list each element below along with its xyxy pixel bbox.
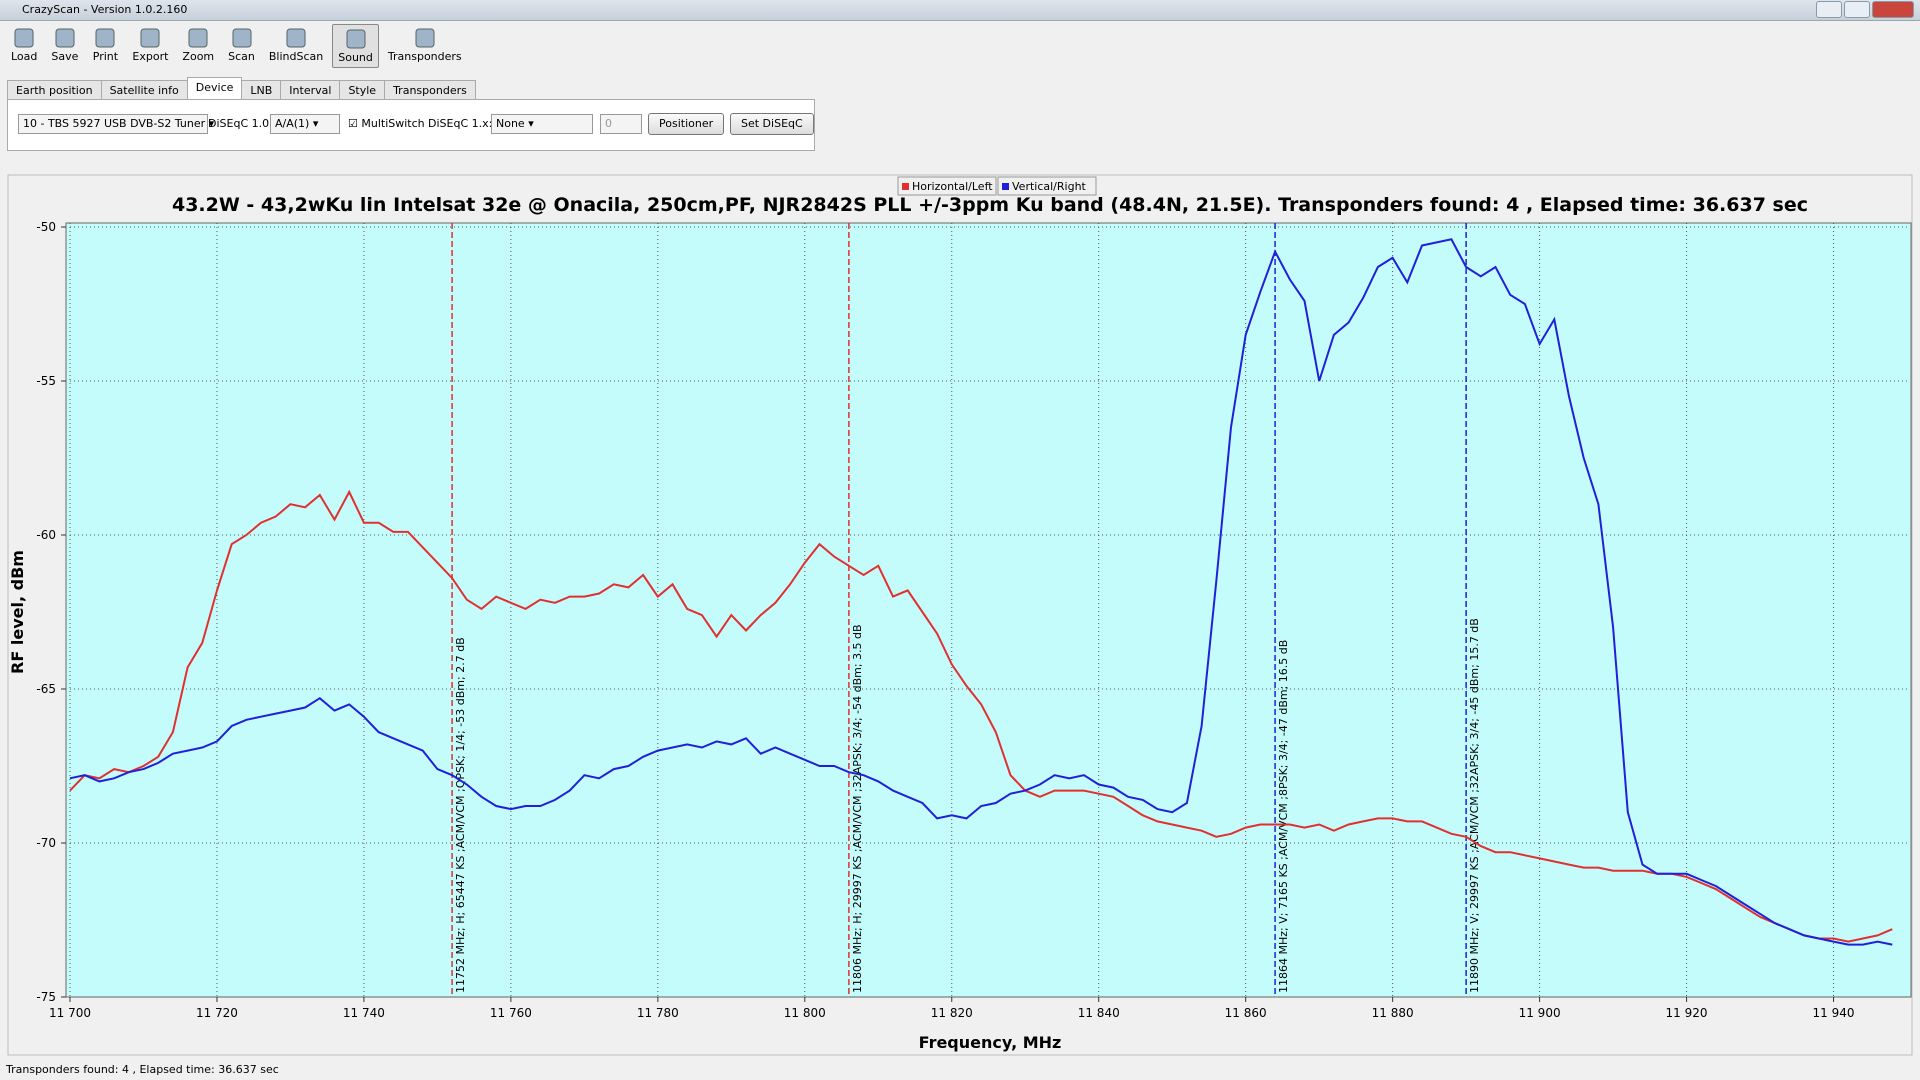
y-axis-label: RF level, dBm xyxy=(8,550,27,674)
toolbar-label: Transponders xyxy=(387,50,462,63)
tab[interactable]: Style xyxy=(339,80,386,101)
maximize[interactable] xyxy=(1844,1,1870,18)
toolbar-icon xyxy=(95,28,115,48)
tab[interactable]: LNB xyxy=(241,80,282,101)
diseqc10-value: A/A(1) xyxy=(275,117,310,130)
legend-label: Vertical/Right xyxy=(1012,180,1087,193)
x-tick-label: 11 940 xyxy=(1813,1006,1855,1020)
tab[interactable]: Device xyxy=(186,77,243,101)
legend-label: Horizontal/Left xyxy=(912,180,993,193)
x-tick-label: 11 900 xyxy=(1519,1006,1561,1020)
diseqc1x-select[interactable]: None ▾ xyxy=(491,114,593,134)
legend-swatch xyxy=(1002,183,1009,190)
series-line xyxy=(69,489,1893,943)
x-tick-label: 11 700 xyxy=(49,1006,91,1020)
x-axis-label: Frequency, MHz xyxy=(919,1033,1062,1052)
multiswitch[interactable]: ☑ MultiSwitch xyxy=(348,117,425,130)
y-tick-label: -70 xyxy=(36,836,56,850)
toolbar-label: Print xyxy=(92,50,119,63)
toolbar-icon xyxy=(55,28,75,48)
plot-area xyxy=(65,222,1912,998)
device-panel: 10 - TBS 5927 USB DVB-S2 Tuner ▾ DiSEqC … xyxy=(7,99,815,151)
tabs: Earth position Satellite info Device LNB Int… xyxy=(7,77,476,101)
toolbar-button[interactable]: Export xyxy=(127,24,173,68)
window-title: CrazyScan - Version 1.0.2.160 xyxy=(22,3,188,16)
legend-box xyxy=(897,176,997,196)
toolbar-icon xyxy=(140,28,160,48)
diseqc10-select[interactable]: A/A(1) ▾ xyxy=(270,114,340,134)
toolbar-icon xyxy=(415,28,435,48)
x-tick-label: 11 760 xyxy=(490,1006,532,1020)
y-tick-label: -50 xyxy=(36,220,56,234)
close[interactable] xyxy=(1872,1,1914,18)
legend: Horizontal/Left Vertical/Right xyxy=(897,176,1097,196)
diseqc10-label: DiSEqC 1.0: xyxy=(208,117,273,130)
toolbar-label: BlindScan xyxy=(268,50,324,63)
toolbar-icon xyxy=(232,28,252,48)
set-diseqc-label: Set DiSEqC xyxy=(741,117,803,130)
toolbar-button[interactable]: Transponders xyxy=(383,24,467,68)
y-tick-label: -55 xyxy=(36,374,56,388)
toolbar-button[interactable]: Save xyxy=(46,24,83,68)
toolbar-button[interactable]: Scan xyxy=(223,24,260,68)
toolbar-button[interactable]: BlindScan xyxy=(264,24,328,68)
x-tick-label: 11 800 xyxy=(784,1006,826,1020)
x-tick-label: 11 880 xyxy=(1372,1006,1414,1020)
toolbar-button[interactable]: Sound xyxy=(332,24,379,68)
toolbar-icon xyxy=(286,28,306,48)
positioner-button[interactable]: Positioner xyxy=(648,113,725,135)
x-tick-label: 11 780 xyxy=(637,1006,679,1020)
series-line xyxy=(69,238,1893,946)
x-tick-label: 11 740 xyxy=(343,1006,385,1020)
status-bar: Transponders found: 4 , Elapsed time: 36… xyxy=(6,1063,279,1076)
transponder-label: 11890 MHz; V; 29997 KS ;ACM/VCM ;32APSK;… xyxy=(1468,618,1481,993)
toolbar-label: Save xyxy=(51,50,79,63)
toolbar-label: Export xyxy=(132,50,169,63)
transponder-label: 11864 MHz; V; 7165 KS ;ACM/VCM ;8PSK; 3/… xyxy=(1277,640,1290,993)
toolbar: Load Save Print Export Zoom Scan BlindScan Soun… xyxy=(6,24,467,72)
legend-box xyxy=(997,176,1097,196)
x-tick-label: 11 860 xyxy=(1225,1006,1267,1020)
transponder-label: 11806 MHz; H; 29997 KS ;ACM/VCM ;32APSK;… xyxy=(851,624,864,993)
tuner-select[interactable]: 10 - TBS 5927 USB DVB-S2 Tuner ▾ xyxy=(18,114,214,134)
chart-title: 43.2W - 43,2wKu lin Intelsat 32e @ Onaci… xyxy=(172,194,1808,216)
diseqc1x-value: None xyxy=(496,117,525,130)
toolbar-icon xyxy=(346,29,366,49)
set-diseqc-button[interactable]: Set DiSEqC xyxy=(730,113,814,135)
toolbar-label: Sound xyxy=(338,51,373,64)
toolbar-icon xyxy=(188,28,208,48)
minimize[interactable] xyxy=(1816,1,1842,18)
tab[interactable]: Earth position xyxy=(7,80,102,101)
x-tick-label: 11 720 xyxy=(196,1006,238,1020)
y-tick-label: -60 xyxy=(36,528,56,542)
transponder-label: 11752 MHz; H; 65447 KS ;ACM/VCM ;QPSK; 1… xyxy=(454,637,467,993)
diseqc1x-label: DiSEqC 1.x: xyxy=(428,117,493,130)
y-tick-label: -75 xyxy=(36,990,56,1004)
x-tick-label: 11 920 xyxy=(1666,1006,1708,1020)
x-tick-label: 11 820 xyxy=(931,1006,973,1020)
toolbar-label: Load xyxy=(11,50,38,63)
y-tick-label: -65 xyxy=(36,682,56,696)
multiswitch-label: MultiSwitch xyxy=(361,117,425,130)
title-bar: CrazyScan - Version 1.0.2.160 xyxy=(0,0,1920,21)
tab[interactable]: Satellite info xyxy=(100,80,188,101)
tuner: 10 - TBS 5927 USB DVB-S2 Tuner xyxy=(23,117,206,130)
x-tick-label: 11 840 xyxy=(1078,1006,1120,1020)
chart: 43.2W - 43,2wKu lin Intelsat 32e @ Onaci… xyxy=(7,174,1913,1056)
toolbar-label: Scan xyxy=(228,50,255,63)
window-buttons xyxy=(1816,1,1914,18)
spin-value: 0 xyxy=(605,117,612,130)
tab[interactable]: Interval xyxy=(280,80,341,101)
toolbar-button[interactable]: Print xyxy=(87,24,123,68)
toolbar-button[interactable]: Zoom xyxy=(177,24,219,68)
spin-box[interactable]: 0 xyxy=(600,114,642,134)
toolbar-icon xyxy=(14,28,34,48)
legend-swatch xyxy=(902,183,909,190)
toolbar-label: Zoom xyxy=(182,50,215,63)
positioner-label: Positioner xyxy=(659,117,714,130)
toolbar-button[interactable]: Load xyxy=(6,24,42,68)
tab[interactable]: Transponders xyxy=(384,80,476,101)
